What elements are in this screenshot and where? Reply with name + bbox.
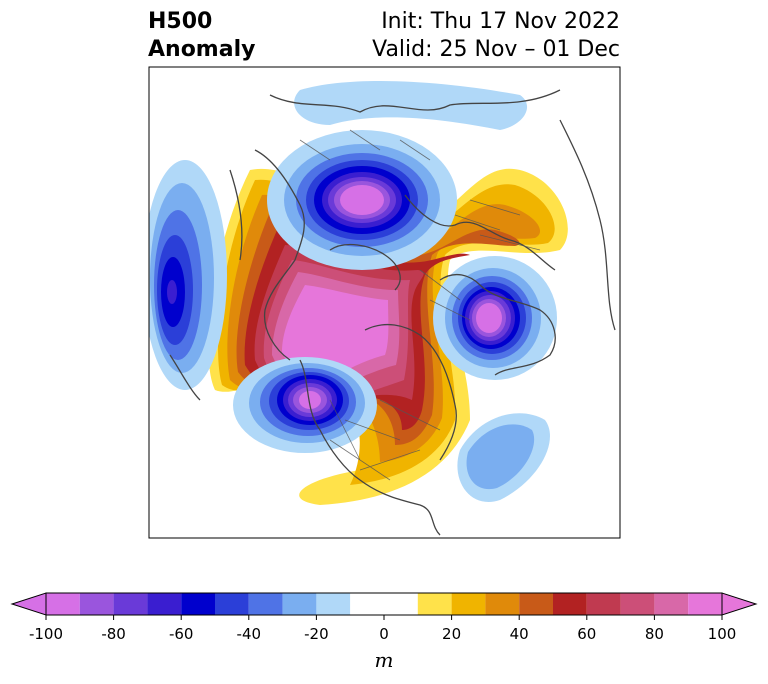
title-field: Anomaly — [148, 37, 256, 62]
coastlines — [169, 89, 616, 536]
map-frame — [148, 66, 621, 539]
colorbar-swatch — [248, 593, 283, 615]
colorbar-swatch — [620, 593, 655, 615]
colorbar-swatch — [485, 593, 520, 615]
colorbar-swatch — [181, 593, 215, 615]
colorbar-tick-label: 80 — [645, 625, 664, 643]
colorbar-swatch — [553, 593, 587, 615]
colorbar-swatch — [215, 593, 249, 615]
colorbar-tick-label: -40 — [237, 625, 262, 643]
colorbar-tick-label: -20 — [304, 625, 329, 643]
colorbar-swatch — [654, 593, 689, 615]
colorbar-swatch — [519, 593, 553, 615]
colorbar-tick-label: 20 — [442, 625, 461, 643]
map-canvas — [149, 67, 620, 538]
colorbar-tick-label: 0 — [379, 625, 389, 643]
colorbar-tick-label: -100 — [29, 625, 63, 643]
colorbar-extend-low — [10, 592, 47, 616]
colorbar-tick-label: -60 — [169, 625, 194, 643]
title-variable: H500 — [148, 9, 213, 34]
colorbar-swatch — [451, 593, 486, 615]
colorbar-tick-label: 60 — [577, 625, 596, 643]
negative-anomaly-scandinavia — [433, 256, 557, 380]
colorbar-swatches — [10, 592, 758, 616]
colorbar-tick-label: 100 — [708, 625, 737, 643]
title-right: Init: Thu 17 Nov 2022 Valid: 25 Nov – 01… — [372, 8, 620, 64]
colorbar-tick-label: 40 — [510, 625, 529, 643]
negative-anomaly-mid-atlantic — [457, 413, 550, 502]
colorbar-swatch — [688, 593, 722, 615]
colorbar-swatch — [147, 593, 182, 615]
colorbar-tick-label: -80 — [101, 625, 126, 643]
negative-anomaly-greenland — [267, 130, 457, 270]
colorbar-unit-label: m — [375, 648, 394, 672]
negative-anomaly-west-canada — [233, 357, 377, 453]
colorbar-extend-high — [721, 592, 758, 616]
colorbar-swatch — [316, 593, 351, 615]
political-borders — [299, 129, 541, 481]
init-date: Init: Thu 17 Nov 2022 — [381, 9, 620, 34]
colorbar-swatch — [350, 593, 418, 615]
title-left: H500 Anomaly — [148, 8, 255, 64]
colorbar-ticks: -100 -80 -60 -40 -20 0 20 40 60 80 100 — [29, 615, 736, 643]
colorbar-swatch — [46, 593, 80, 615]
colorbar-swatch — [586, 593, 621, 615]
colorbar-swatch — [417, 593, 452, 615]
colorbar-swatch — [113, 593, 148, 615]
negative-anomaly-north-pacific — [149, 160, 227, 390]
valid-range: Valid: 25 Nov – 01 Dec — [372, 37, 620, 62]
colorbar-swatch — [282, 593, 317, 615]
colorbar-swatch — [79, 593, 114, 615]
negative-anomaly-arctic — [294, 80, 528, 130]
